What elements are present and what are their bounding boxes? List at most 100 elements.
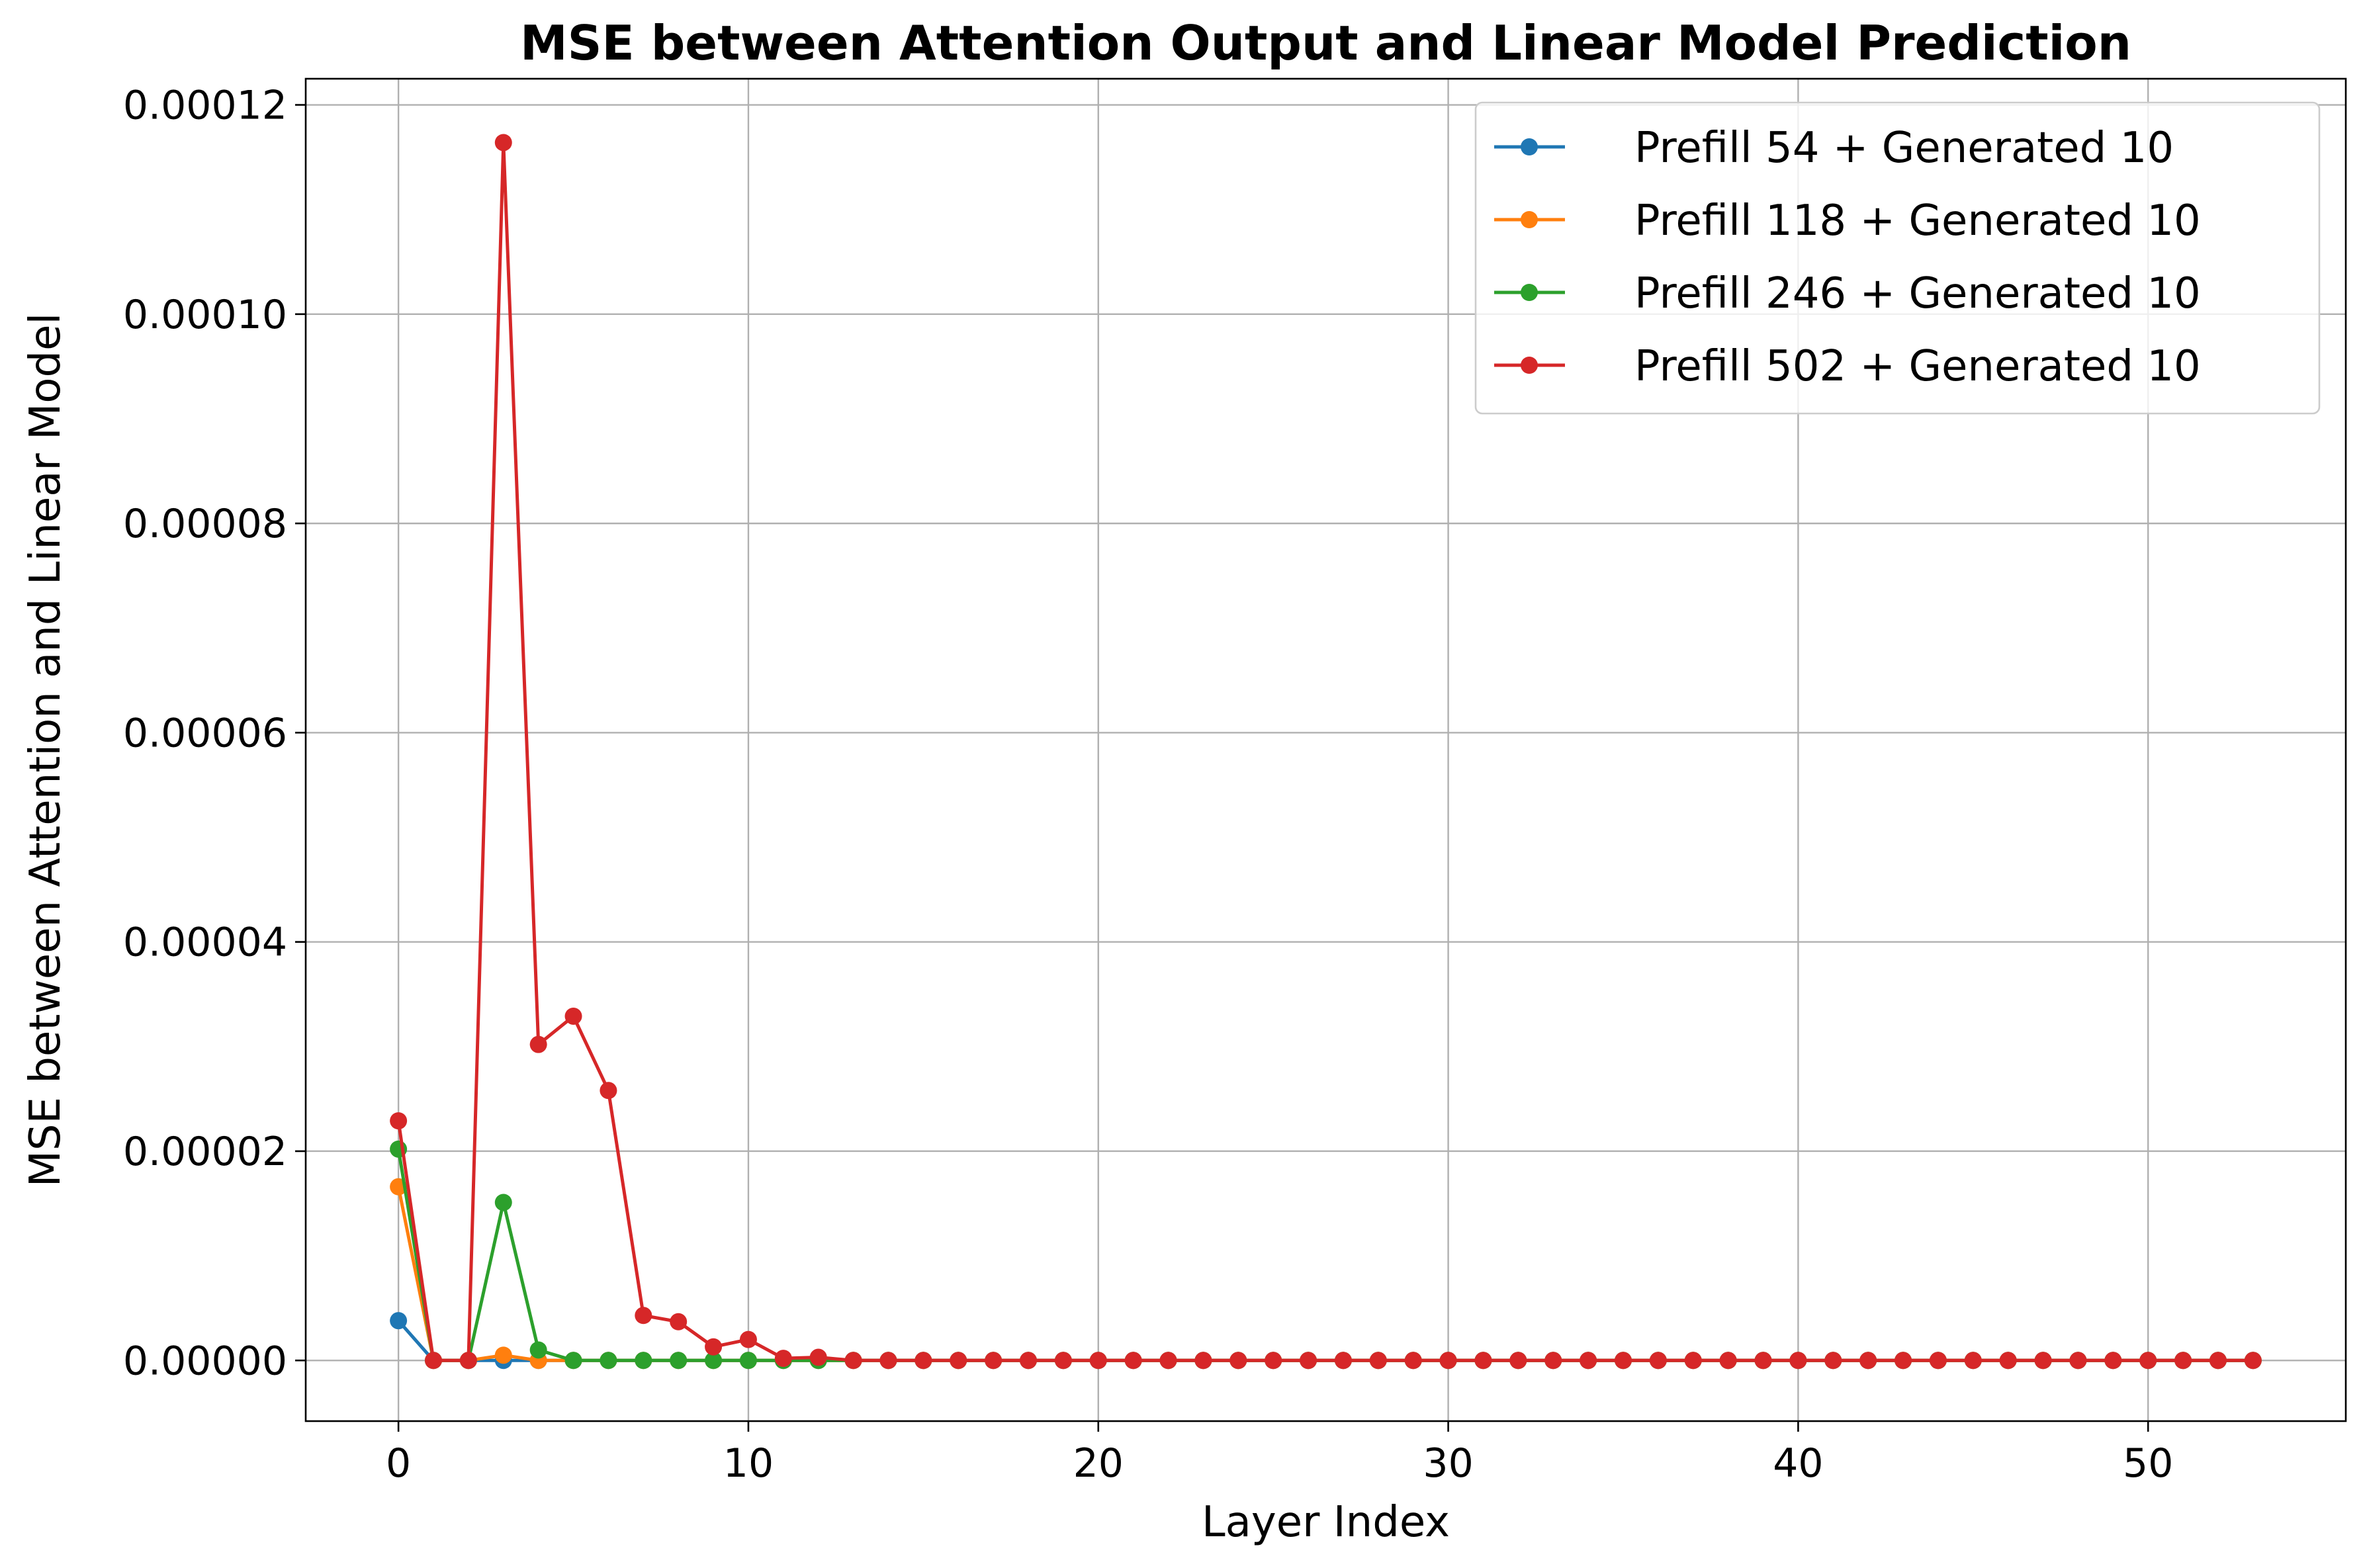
data-point: [529, 1341, 547, 1359]
series-4: [390, 134, 2262, 1370]
data-point: [1300, 1352, 1317, 1370]
data-point: [1474, 1352, 1492, 1370]
legend-item: Prefill 54 + Generated 10: [1494, 124, 2174, 173]
x-tick-label: 50: [2123, 1440, 2173, 1487]
y-tick-label: 0.00002: [123, 1129, 287, 1175]
data-point: [1859, 1352, 1877, 1370]
data-point: [600, 1352, 617, 1370]
data-point: [2244, 1352, 2262, 1370]
legend-item: Prefill 118 + Generated 10: [1494, 196, 2201, 245]
x-tick-label: 40: [1773, 1440, 1823, 1487]
legend-marker: [1521, 357, 1538, 374]
legend-item: Prefill 246 + Generated 10: [1494, 269, 2201, 318]
x-tick-label: 20: [1073, 1440, 1124, 1487]
data-point: [1124, 1352, 1142, 1370]
data-point: [1194, 1352, 1212, 1370]
y-tick-label: 0.00006: [123, 710, 287, 756]
data-point: [705, 1338, 723, 1356]
data-point: [494, 1194, 512, 1211]
data-point: [1089, 1352, 1107, 1370]
x-tick-label: 10: [723, 1440, 774, 1487]
data-point: [2069, 1352, 2087, 1370]
data-point: [1789, 1352, 1807, 1370]
data-point: [1265, 1352, 1282, 1370]
data-point: [2104, 1352, 2122, 1370]
data-point: [1719, 1352, 1737, 1370]
data-point: [494, 134, 512, 152]
data-point: [2174, 1352, 2192, 1370]
series-layer: [390, 134, 2262, 1370]
data-point: [564, 1007, 582, 1025]
legend-item: Prefill 502 + Generated 10: [1494, 342, 2201, 391]
data-point: [564, 1352, 582, 1370]
legend-marker: [1521, 284, 1538, 301]
data-point: [1509, 1352, 1527, 1370]
data-point: [459, 1352, 477, 1370]
data-point: [1369, 1352, 1387, 1370]
data-point: [2209, 1352, 2227, 1370]
data-point: [1580, 1352, 1597, 1370]
data-point: [600, 1082, 617, 1100]
data-point: [1895, 1352, 1912, 1370]
data-point: [1054, 1352, 1072, 1370]
legend-label: Prefill 502 + Generated 10: [1634, 342, 2201, 391]
data-point: [1334, 1352, 1352, 1370]
data-point: [950, 1352, 967, 1370]
data-point: [529, 1035, 547, 1053]
data-point: [425, 1352, 443, 1370]
legend-label: Prefill 246 + Generated 10: [1634, 269, 2201, 318]
data-point: [1544, 1352, 1562, 1370]
data-point: [1439, 1352, 1457, 1370]
data-point: [844, 1352, 862, 1370]
data-point: [809, 1348, 827, 1366]
chart-title: MSE between Attention Output and Linear …: [520, 15, 2131, 71]
legend-label: Prefill 118 + Generated 10: [1634, 196, 2201, 245]
data-point: [670, 1352, 688, 1370]
y-tick-label: 0.00012: [123, 83, 287, 129]
data-point: [914, 1352, 932, 1370]
data-point: [390, 1312, 408, 1330]
data-point: [1824, 1352, 1842, 1370]
data-point: [739, 1330, 757, 1348]
legend-marker: [1521, 211, 1538, 228]
y-tick-label: 0.00010: [123, 292, 287, 338]
y-tick-label: 0.00000: [123, 1338, 287, 1384]
legend-label: Prefill 54 + Generated 10: [1634, 124, 2174, 173]
data-point: [2034, 1352, 2052, 1370]
x-axis-label: Layer Index: [1202, 1498, 1450, 1547]
data-point: [1614, 1352, 1632, 1370]
data-point: [635, 1352, 652, 1370]
legend-frame: [1474, 101, 2321, 415]
plot-frame: [304, 77, 2347, 1422]
data-point: [1020, 1352, 1038, 1370]
y-tick-label: 0.00008: [123, 501, 287, 547]
data-point: [670, 1313, 688, 1330]
data-point: [1684, 1352, 1702, 1370]
y-axis-label: MSE between Attention and Linear Model: [21, 313, 70, 1188]
data-point: [2139, 1352, 2157, 1370]
data-point: [985, 1352, 1003, 1370]
data-point: [494, 1346, 512, 1364]
x-tick-label: 0: [386, 1440, 411, 1487]
legend-marker: [1521, 138, 1538, 155]
data-point: [1159, 1352, 1177, 1370]
data-point: [1404, 1352, 1422, 1370]
x-tick-label: 30: [1423, 1440, 1473, 1487]
data-point: [635, 1307, 652, 1325]
data-point: [1999, 1352, 2017, 1370]
data-point: [1754, 1352, 1772, 1370]
data-point: [390, 1112, 408, 1130]
data-point: [1229, 1352, 1247, 1370]
data-point: [879, 1352, 897, 1370]
grid: [306, 79, 2346, 1421]
ticks: 0 10 20 30 40 50 0.00000 0.00002 0.00004 0.00006 0…: [123, 83, 2174, 1487]
data-point: [1929, 1352, 1947, 1370]
data-point: [705, 1352, 723, 1370]
data-point: [1649, 1352, 1667, 1370]
data-point: [1964, 1352, 1982, 1370]
y-tick-label: 0.00004: [123, 920, 287, 966]
data-point: [774, 1350, 792, 1368]
data-point: [739, 1352, 757, 1370]
legend: Prefill 54 + Generated 10 Prefill 118 + G…: [1474, 101, 2321, 415]
